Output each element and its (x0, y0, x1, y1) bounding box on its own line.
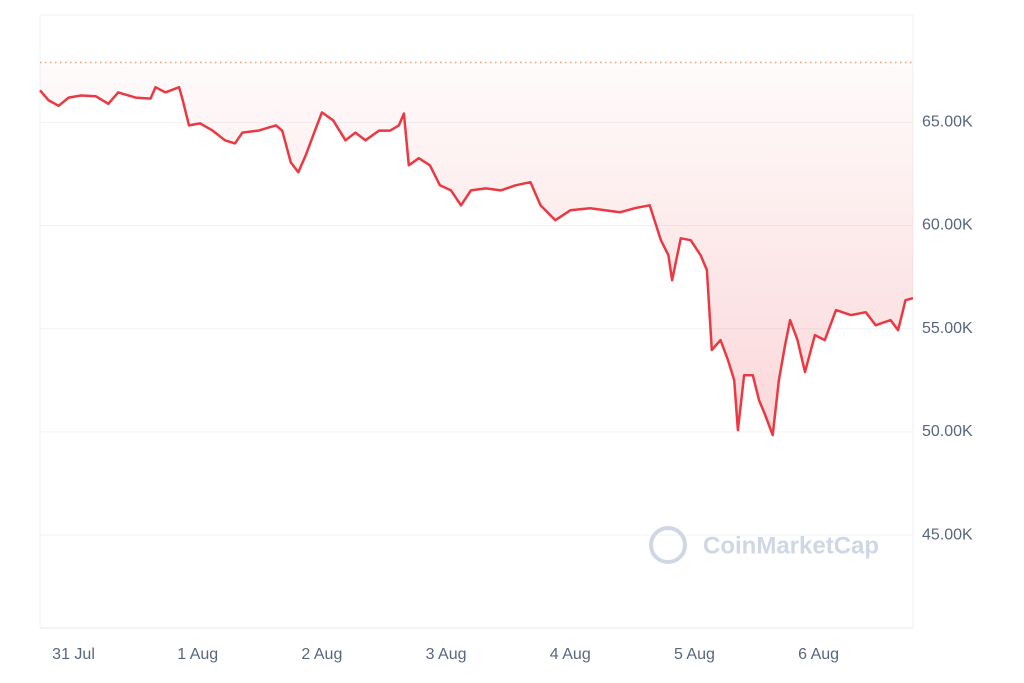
price-area (40, 62, 913, 436)
x-tick-label: 1 Aug (177, 646, 218, 663)
x-tick-label: 5 Aug (674, 646, 715, 663)
x-tick-label: 6 Aug (798, 646, 839, 663)
y-tick-label: 50.00K (922, 423, 973, 440)
y-tick-label: 45.00K (922, 526, 973, 543)
x-tick-label: 2 Aug (301, 646, 342, 663)
x-tick-label: 4 Aug (550, 646, 591, 663)
x-tick-label: 31 Jul (52, 646, 95, 663)
watermark-logo (649, 526, 687, 564)
x-tick-label: 3 Aug (426, 646, 467, 663)
watermark-text: CoinMarketCap (703, 532, 879, 559)
y-tick-label: 65.00K (922, 114, 973, 131)
y-tick-label: 60.00K (922, 217, 973, 234)
price-line (39, 85, 914, 437)
watermark: CoinMarketCap (649, 526, 879, 564)
y-tick-label: 55.00K (922, 320, 973, 337)
